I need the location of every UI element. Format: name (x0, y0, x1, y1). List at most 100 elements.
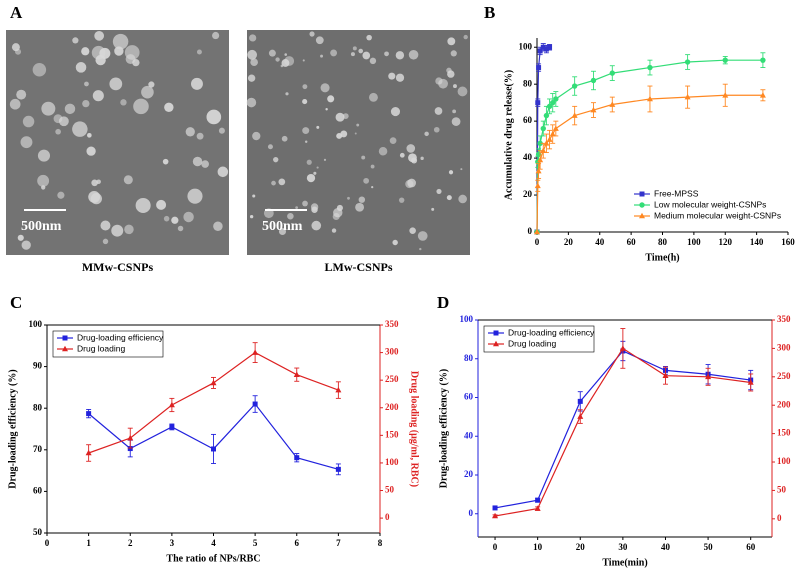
marker (293, 371, 300, 377)
particle (37, 174, 50, 187)
y-tick-label: 60 (33, 485, 43, 495)
particle (451, 117, 461, 126)
particle (363, 177, 370, 184)
x-tick-label: 140 (750, 237, 764, 247)
particle (390, 106, 401, 117)
particle (284, 56, 295, 66)
x-tick-label: 100 (687, 237, 701, 247)
particle (141, 85, 154, 99)
particle (366, 34, 372, 41)
marker (210, 379, 217, 386)
particle (21, 240, 31, 250)
particle (163, 215, 170, 222)
legend-label: Drug loading (77, 343, 125, 353)
particle (187, 188, 203, 204)
particle (55, 128, 61, 135)
particle (457, 86, 468, 97)
particle (285, 92, 289, 96)
particle (358, 48, 364, 54)
particle (433, 126, 440, 133)
particle (81, 47, 90, 56)
y-tick-label: 100 (29, 319, 43, 329)
x-tick-label: 2 (128, 538, 133, 548)
particle (192, 156, 203, 167)
legend-label: Drug loading (508, 338, 556, 348)
particle (213, 221, 223, 232)
y2-tick-label: 100 (385, 457, 399, 467)
marker (553, 96, 559, 102)
marker (252, 401, 258, 407)
particle (218, 127, 225, 134)
y-axis-title: Drug-loading efficiency (%) (7, 369, 18, 488)
y-tick-label: 100 (519, 41, 533, 51)
particle (284, 53, 287, 56)
y-tick-label: 80 (464, 353, 474, 363)
x-tick-label: 0 (45, 538, 50, 548)
particle (371, 186, 374, 189)
series-line (536, 46, 550, 233)
particle (447, 70, 455, 78)
particle (100, 220, 111, 231)
particle (336, 132, 343, 139)
particle (306, 173, 316, 183)
x-tick-label: 20 (576, 542, 586, 552)
y2-tick-label: 350 (777, 314, 791, 324)
legend-label: Free-MPSS (654, 188, 699, 198)
particle (268, 49, 276, 57)
legend-box (52, 330, 164, 358)
marker (492, 505, 498, 511)
particle (133, 98, 149, 115)
marker (534, 228, 540, 235)
particle (389, 137, 397, 144)
marker (759, 92, 766, 98)
legend-label: Low molecular weight-CSNPs (654, 199, 766, 209)
particle (354, 132, 357, 135)
particle (333, 207, 343, 218)
particle (17, 234, 24, 241)
marker (662, 372, 669, 378)
particle (411, 157, 418, 164)
y-axis-title: Drug-loading efficiency (%) (438, 369, 449, 488)
marker (85, 449, 92, 456)
legend-label: Drug-loading efficiency (77, 332, 164, 342)
marker (543, 140, 550, 146)
particle (75, 62, 87, 73)
particle (92, 90, 104, 102)
particle (388, 72, 396, 80)
marker (577, 398, 583, 404)
y2-tick-label: 200 (777, 399, 791, 409)
marker (211, 446, 216, 452)
x-tick-label: 3 (170, 538, 175, 548)
y2-tick-label: 300 (777, 342, 791, 352)
legend-marker (62, 345, 68, 352)
particle (325, 108, 328, 111)
particle (247, 74, 256, 82)
x-tick-label: 7 (336, 538, 341, 548)
legend-label: Medium molecular weight-CSNPs (654, 210, 781, 220)
particle (435, 77, 443, 85)
x-axis-title: Time(h) (645, 252, 679, 263)
y-tick-label: 90 (33, 361, 43, 371)
marker (252, 349, 259, 355)
marker (335, 386, 342, 393)
particle (20, 136, 33, 149)
y-tick-label: 60 (523, 115, 533, 125)
x-tick-label: 0 (493, 542, 498, 552)
particle (281, 135, 288, 142)
marker (590, 77, 597, 84)
marker (549, 130, 556, 137)
particle (91, 179, 98, 187)
particle (434, 107, 443, 115)
marker (571, 112, 578, 118)
image-caption: MMw-CSNPs (82, 260, 154, 274)
particle (9, 98, 21, 110)
marker (127, 446, 133, 452)
particle (72, 121, 88, 137)
x-tick-label: 40 (661, 542, 671, 552)
legend-marker (639, 212, 645, 219)
marker (590, 106, 597, 113)
particle (164, 102, 174, 113)
particle (82, 99, 90, 108)
particle (295, 206, 299, 209)
legend-marker (639, 191, 645, 197)
